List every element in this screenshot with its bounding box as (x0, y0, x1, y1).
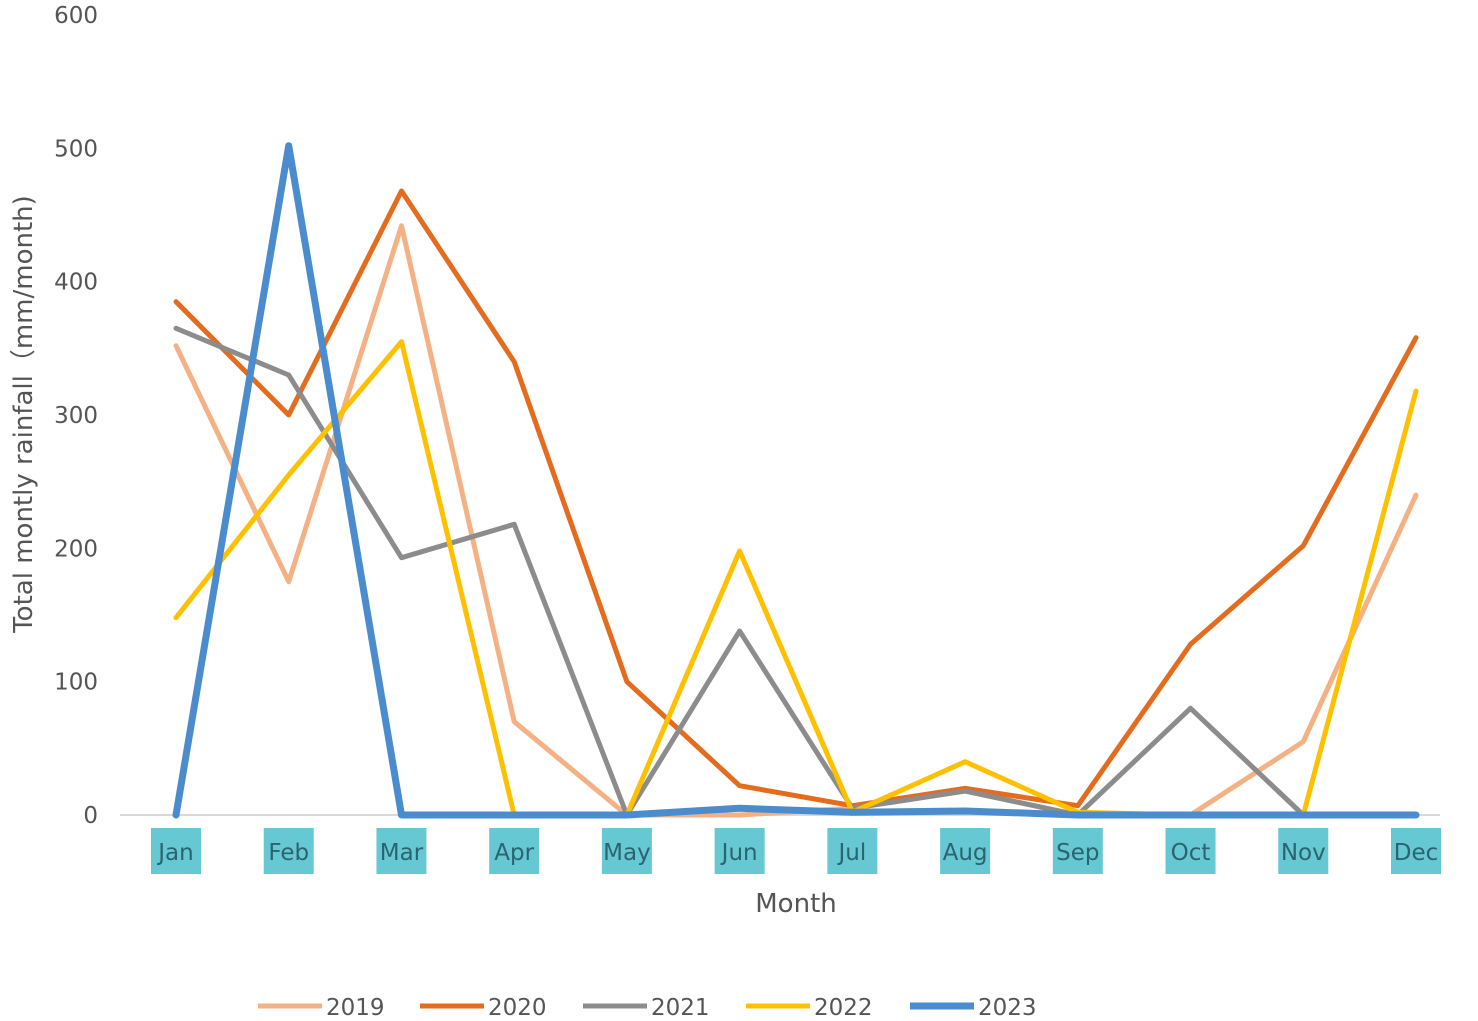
series-line-2020 (173, 188, 1419, 809)
y-tick-label: 500 (54, 136, 98, 162)
series-line-2019 (173, 223, 1419, 818)
x-tick-highlight (1278, 828, 1329, 874)
x-tick-label: Aug (943, 840, 988, 866)
legend-label-2022: 2022 (814, 995, 873, 1021)
x-tick-highlight (714, 828, 765, 874)
x-tick-label: Sep (1056, 840, 1099, 866)
y-tick-label: 600 (54, 3, 98, 29)
x-tick-highlight (1391, 828, 1441, 874)
x-tick-label: Apr (494, 840, 534, 866)
x-axis-ticks: Jan Feb Mar Apr May Jun Jul Aug Sep Oct Nov Dec (151, 828, 1441, 874)
y-axis-ticks: 0 100 200 300 400 500 600 (54, 3, 98, 829)
y-axis-title: Total montly rainfall（mm/month) (9, 195, 39, 634)
x-tick-label: Oct (1171, 840, 1211, 866)
x-tick-label: Dec (1394, 840, 1439, 866)
y-tick-label: 100 (54, 670, 98, 696)
legend-label-2019: 2019 (326, 995, 385, 1021)
x-tick-highlight (376, 828, 427, 874)
x-tick-label: Nov (1281, 840, 1326, 866)
x-tick-label: Jan (156, 840, 193, 866)
x-tick-label: Jun (720, 840, 758, 866)
x-tick-highlight (601, 828, 652, 874)
y-tick-label: 400 (54, 270, 98, 296)
x-tick-highlight (489, 828, 540, 874)
x-tick-highlight (827, 828, 878, 874)
legend-label-2023: 2023 (978, 995, 1037, 1021)
x-tick-highlight (263, 828, 314, 874)
legend-label-2020: 2020 (488, 995, 547, 1021)
x-tick-label: Feb (268, 840, 309, 866)
x-tick-highlight (1165, 828, 1216, 874)
x-tick-label: May (603, 840, 651, 866)
series-line-2023 (172, 142, 1420, 819)
y-tick-label: 300 (54, 403, 98, 429)
y-tick-label: 200 (54, 536, 98, 562)
x-axis-title: Month (755, 889, 837, 919)
series-lines (172, 142, 1420, 819)
series-line-2021 (173, 325, 1419, 818)
legend: 2019 2020 2021 2022 2023 (258, 995, 1037, 1021)
x-tick-highlight (1052, 828, 1103, 874)
x-tick-label: Jul (836, 840, 866, 866)
x-tick-highlight (151, 828, 201, 874)
x-tick-highlight (940, 828, 991, 874)
y-tick-label: 0 (83, 803, 98, 829)
x-tick-label: Mar (380, 840, 424, 866)
legend-label-2021: 2021 (651, 995, 710, 1021)
